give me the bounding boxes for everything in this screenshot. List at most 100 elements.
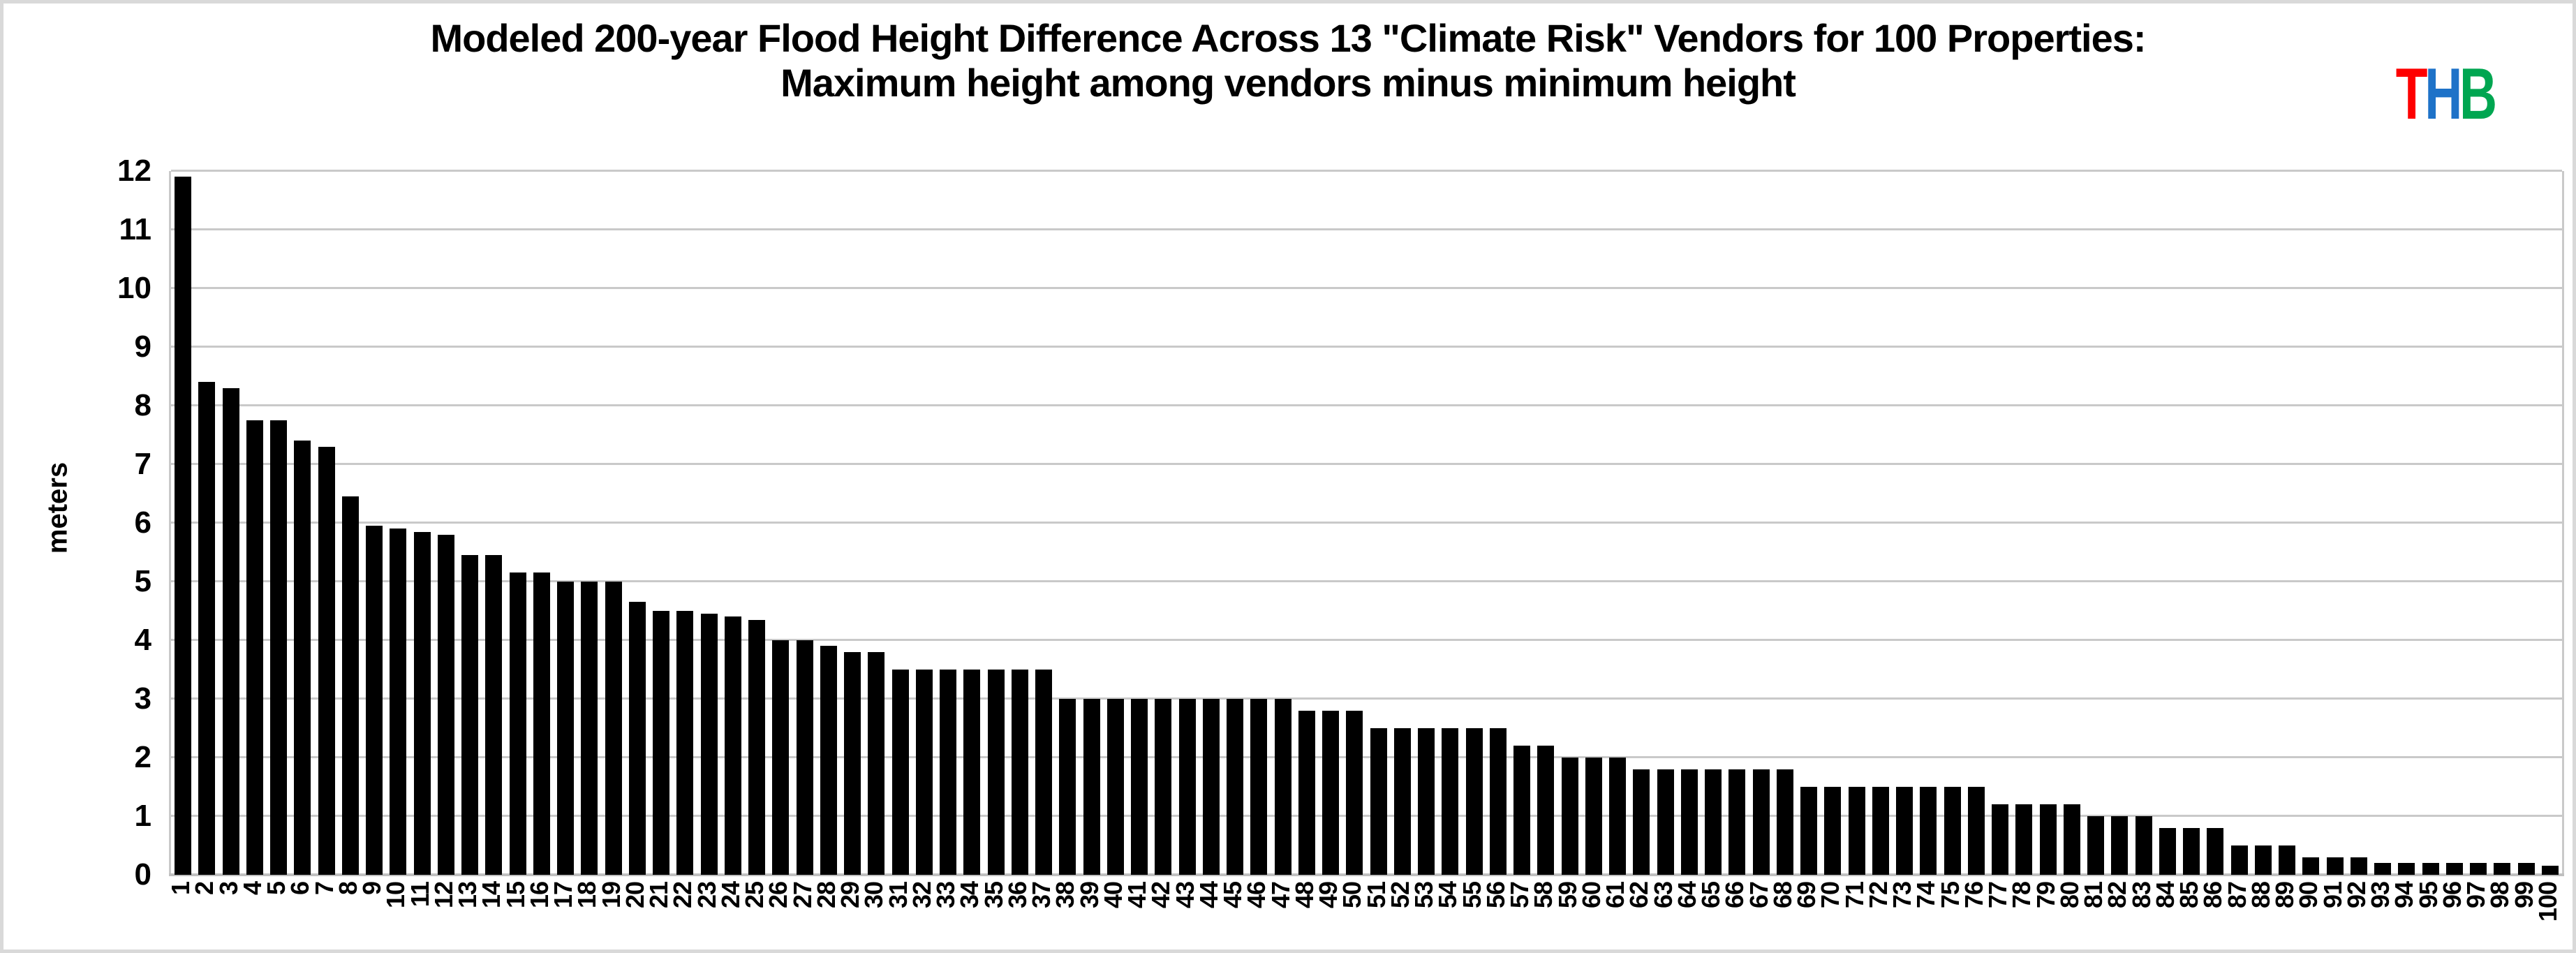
bar-property-100 — [2541, 866, 2559, 875]
bar-property-88 — [2254, 845, 2272, 875]
bar-property-75 — [1944, 787, 1961, 875]
gridline-8m — [171, 404, 2562, 406]
bar-property-57 — [1513, 746, 1531, 875]
x-tick-label-32: 32 — [907, 882, 936, 909]
bar-property-45 — [1227, 699, 1244, 875]
gridline-3m — [171, 697, 2562, 700]
bar-property-64 — [1680, 769, 1698, 875]
x-tick-label-24: 24 — [716, 882, 745, 909]
bar-property-17 — [557, 582, 575, 875]
x-tick-label-74: 74 — [1911, 882, 1941, 909]
bar-property-78 — [2015, 804, 2033, 875]
bar-property-48 — [1298, 710, 1315, 875]
bar-property-15 — [509, 572, 526, 875]
x-tick-label-58: 58 — [1529, 882, 1558, 909]
bar-property-26 — [772, 640, 790, 875]
y-tick-label-6: 6 — [134, 505, 151, 540]
gridline-10m — [171, 287, 2562, 289]
bar-property-59 — [1561, 758, 1578, 875]
bar-property-80 — [2063, 804, 2080, 875]
bar-property-34 — [963, 670, 981, 875]
bar-property-49 — [1322, 710, 1340, 875]
x-tick-label-10: 10 — [381, 882, 410, 909]
bar-property-62 — [1633, 769, 1650, 875]
bar-property-32 — [915, 670, 933, 875]
gridline-2m — [171, 756, 2562, 758]
y-tick-label-9: 9 — [134, 330, 151, 364]
x-tick-label-70: 70 — [1816, 882, 1845, 909]
bar-property-23 — [700, 614, 718, 875]
x-tick-label-75: 75 — [1935, 882, 1964, 909]
x-tick-label-80: 80 — [2055, 882, 2084, 909]
x-tick-label-39: 39 — [1074, 882, 1104, 909]
x-tick-label-87: 87 — [2222, 882, 2251, 909]
bar-property-27 — [796, 640, 813, 875]
x-tick-label-92: 92 — [2341, 882, 2371, 909]
bar-property-84 — [2159, 827, 2176, 875]
x-tick-label-6: 6 — [286, 882, 315, 896]
bar-property-44 — [1202, 699, 1220, 875]
x-tick-label-35: 35 — [979, 882, 1008, 909]
x-tick-label-18: 18 — [572, 882, 602, 909]
gridline-5m — [171, 580, 2562, 582]
x-tick-label-72: 72 — [1863, 882, 1893, 909]
x-tick-label-83: 83 — [2126, 882, 2156, 909]
x-tick-label-12: 12 — [429, 882, 458, 909]
x-tick-label-54: 54 — [1433, 882, 1463, 909]
bar-property-58 — [1537, 746, 1555, 875]
bar-property-92 — [2350, 857, 2367, 875]
x-tick-label-23: 23 — [692, 882, 721, 909]
bar-property-51 — [1370, 728, 1387, 875]
x-tick-label-50: 50 — [1338, 882, 1367, 909]
y-tick-label-10: 10 — [117, 271, 151, 305]
bar-property-61 — [1609, 758, 1627, 875]
bar-property-85 — [2183, 827, 2200, 875]
y-tick-label-0: 0 — [134, 857, 151, 892]
y-tick-label-1: 1 — [134, 799, 151, 833]
bar-property-60 — [1585, 758, 1602, 875]
x-tick-label-11: 11 — [405, 882, 434, 908]
bar-property-77 — [1992, 804, 2009, 875]
bar-property-99 — [2517, 863, 2535, 875]
bar-property-63 — [1657, 769, 1674, 875]
bar-property-94 — [2398, 863, 2415, 875]
x-tick-label-42: 42 — [1146, 882, 1176, 909]
x-tick-label-82: 82 — [2103, 882, 2132, 909]
x-tick-label-98: 98 — [2485, 882, 2515, 909]
chart-title-line2: Maximum height among vendors minus minim… — [780, 61, 1796, 105]
gridline-1m — [171, 815, 2562, 817]
bar-property-72 — [1872, 787, 1889, 875]
y-tick-label-2: 2 — [134, 740, 151, 774]
x-tick-label-19: 19 — [596, 882, 626, 909]
x-tick-label-78: 78 — [2007, 882, 2036, 909]
x-tick-label-67: 67 — [1744, 882, 1773, 909]
x-tick-label-66: 66 — [1720, 882, 1749, 909]
gridline-6m — [171, 522, 2562, 524]
bar-property-71 — [1848, 787, 1865, 875]
bar-property-96 — [2445, 863, 2463, 875]
x-tick-label-2: 2 — [190, 882, 219, 896]
y-tick-label-7: 7 — [134, 447, 151, 481]
x-tick-label-55: 55 — [1457, 882, 1486, 909]
x-tick-label-94: 94 — [2390, 882, 2419, 909]
x-tick-label-96: 96 — [2437, 882, 2466, 909]
x-tick-label-34: 34 — [955, 882, 984, 909]
x-tick-label-14: 14 — [477, 882, 506, 909]
x-tick-label-20: 20 — [620, 882, 649, 909]
x-tick-label-51: 51 — [1361, 882, 1391, 909]
x-tick-label-63: 63 — [1648, 882, 1678, 909]
bar-property-83 — [2135, 816, 2152, 875]
bar-property-93 — [2374, 863, 2392, 875]
x-tick-label-71: 71 — [1840, 882, 1869, 909]
chart-title: Modeled 200-year Flood Height Difference… — [3, 16, 2573, 105]
bar-property-56 — [1489, 728, 1507, 875]
bar-property-3 — [222, 387, 239, 875]
gridline-7m — [171, 463, 2562, 465]
x-tick-label-36: 36 — [1002, 882, 1032, 909]
bar-property-6 — [294, 441, 311, 875]
bar-property-47 — [1274, 699, 1291, 875]
bar-property-18 — [581, 582, 598, 875]
bar-property-13 — [461, 555, 479, 875]
x-tick-label-62: 62 — [1624, 882, 1654, 909]
gridline-4m — [171, 639, 2562, 641]
